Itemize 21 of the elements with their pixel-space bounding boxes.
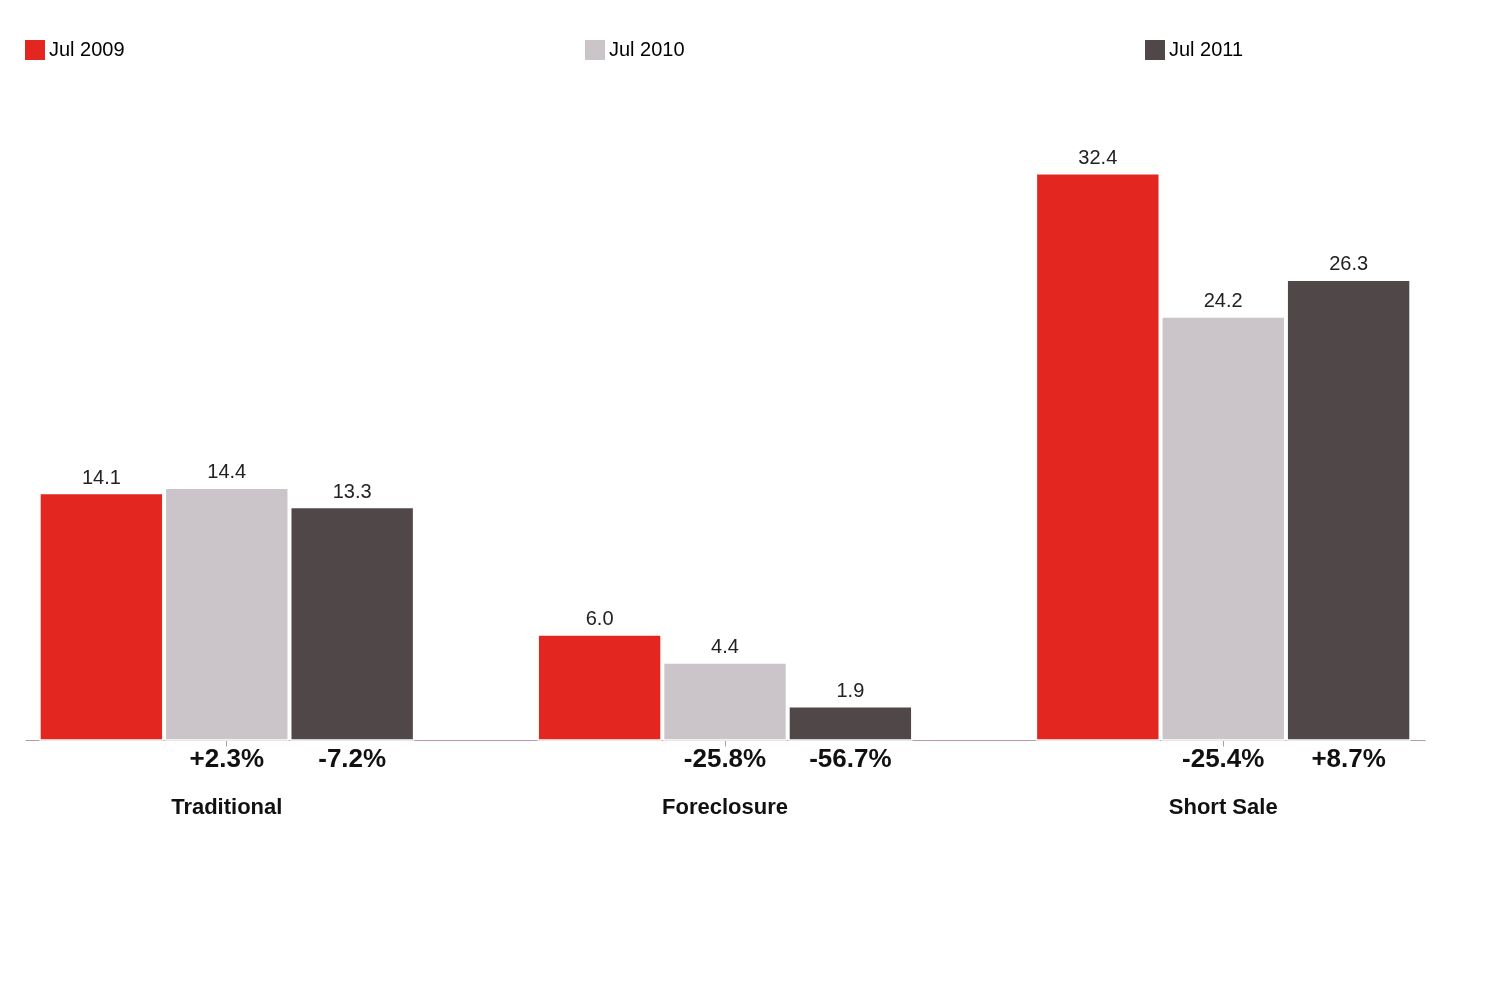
x-tick-label: Traditional <box>171 793 283 819</box>
legend-label: Jul 2009 <box>49 38 125 60</box>
legend-label: Jul 2010 <box>609 38 685 60</box>
text: -25.4% <box>1182 743 1265 773</box>
text: -7.2% <box>318 743 387 773</box>
data-label: 14.4 <box>207 460 247 483</box>
data-label: 13.3 <box>332 479 372 502</box>
text: +2.3% <box>189 743 265 773</box>
data-label: 32.4 <box>1078 145 1118 168</box>
text: +8.7% <box>1311 743 1386 773</box>
data-label: 1.9 <box>836 678 865 701</box>
data-label: 4.4 <box>711 635 739 658</box>
x-tick-label: Foreclosure <box>662 793 788 819</box>
data-label: 14.1 <box>81 465 121 488</box>
text: -56.7% <box>809 743 892 773</box>
x-tick-label: Short Sale <box>1168 793 1278 819</box>
legend-label: Jul 2011 <box>1169 38 1244 60</box>
data-label: 26.3 <box>1329 252 1369 275</box>
data-label: 6.0 <box>585 607 614 630</box>
data-label: 24.2 <box>1203 288 1243 311</box>
text: -25.8% <box>683 743 767 773</box>
